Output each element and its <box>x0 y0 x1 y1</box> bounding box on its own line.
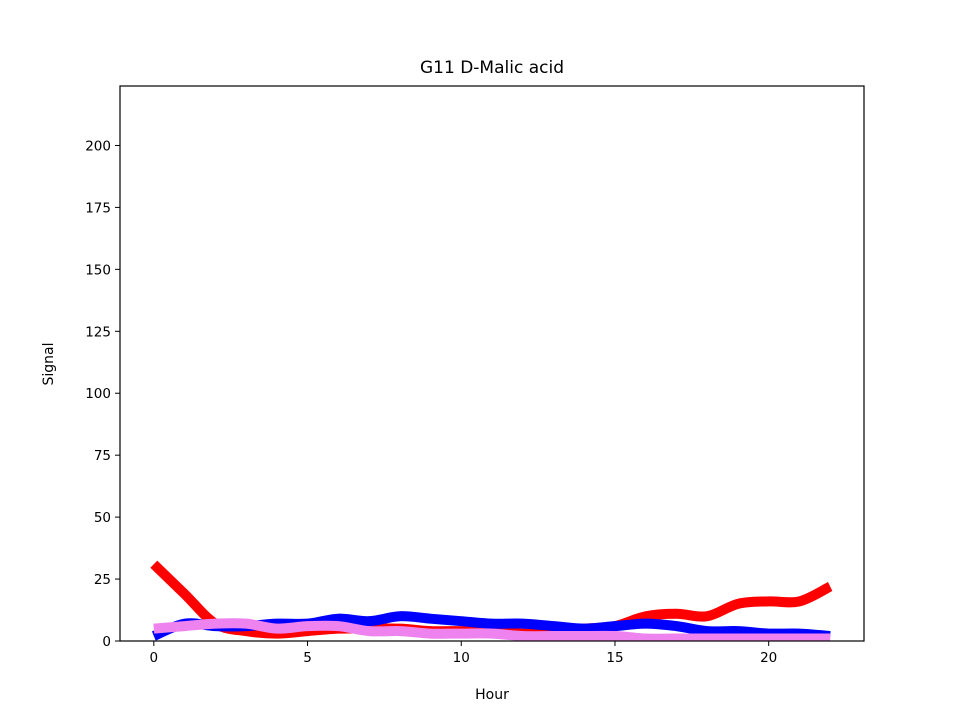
x-tick-label: 10 <box>453 650 470 666</box>
series-line-3 <box>153 618 831 641</box>
y-tick-label: 150 <box>85 262 111 278</box>
y-tick-label: 0 <box>102 634 111 650</box>
y-tick-label: 125 <box>85 324 111 340</box>
plot-frame <box>119 85 865 642</box>
x-tick-label: 20 <box>760 650 777 666</box>
x-axis: 0 5 10 15 20 <box>150 641 777 666</box>
y-axis-label: Signal <box>41 342 57 385</box>
y-axis: 0 25 50 75 100 125 150 175 200 <box>85 138 120 650</box>
chart-title: G11 D-Malic acid <box>420 58 564 78</box>
y-tick-label: 50 <box>94 510 111 526</box>
y-tick-label: 100 <box>85 386 111 402</box>
y-tick-label: 75 <box>94 448 111 464</box>
y-tick-label: 200 <box>85 138 111 154</box>
x-axis-label: Hour <box>475 687 509 703</box>
x-tick-label: 15 <box>606 650 623 666</box>
y-tick-label: 25 <box>94 572 111 588</box>
series-layer <box>150 560 833 641</box>
x-tick-label: 0 <box>150 650 159 666</box>
y-tick-label: 175 <box>85 200 111 216</box>
x-tick-label: 5 <box>303 650 312 666</box>
